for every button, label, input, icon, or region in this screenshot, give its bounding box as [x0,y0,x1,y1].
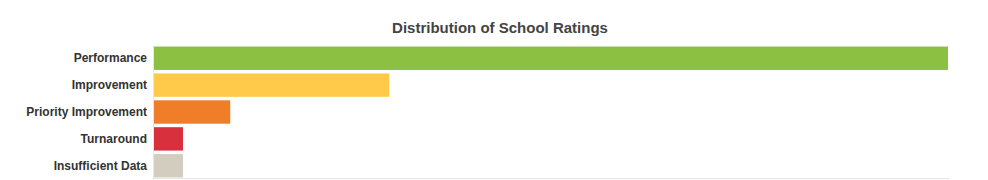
y-tick-label: Turnaround [81,132,147,146]
y-tick: Turnaround [81,132,147,146]
x-axis-line [154,179,949,180]
bars [153,47,948,178]
bar [153,154,183,177]
y-tick: Improvement [72,78,147,92]
plot: Performance Improvement Priority Improveme… [26,47,948,180]
y-tick-label: Improvement [72,78,147,92]
y-tick: Priority Improvement [26,105,147,119]
bar [153,47,948,70]
chart: Distribution of School Ratings Performanc… [0,0,988,180]
title: Distribution of School Ratings [392,19,608,36]
y-tick-label: Priority Improvement [26,105,147,119]
x-axis [154,179,949,180]
bar [153,100,230,123]
bar [153,127,183,150]
y-tick: Insufficient Data [54,159,148,173]
y-tick-label: Insufficient Data [54,159,148,173]
bar [153,73,389,96]
y-axis-line [153,47,154,179]
y-tick-label: Performance [74,51,148,65]
y-axis: Performance Improvement Priority Improveme… [26,47,153,179]
y-tick: Performance [74,51,148,65]
